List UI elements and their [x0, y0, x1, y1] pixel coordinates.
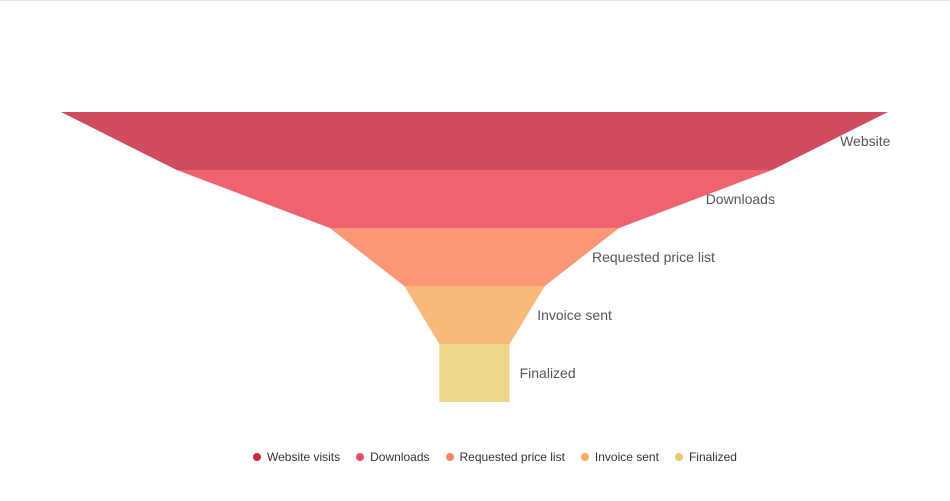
funnel-segments — [61, 112, 888, 402]
legend-label: Downloads — [370, 450, 430, 464]
legend-label: Invoice sent — [594, 450, 659, 464]
funnel-label-finalized: Finalized — [520, 365, 576, 381]
legend-label: Finalized — [688, 450, 737, 464]
legend-marker-dot-icon — [674, 453, 683, 461]
funnel-label-requested-price-list: Requested price list — [592, 249, 715, 265]
legend-item-invoice-sent[interactable]: Invoice sent — [580, 450, 659, 464]
legend-marker-dot-icon — [253, 453, 261, 461]
legend-item-downloads[interactable]: Downloads — [356, 450, 430, 464]
funnel-segment-website-visits[interactable] — [61, 112, 888, 170]
funnel-label-website-visits: Website — [840, 133, 891, 149]
legend-label: Website visits — [267, 450, 341, 464]
funnel-label-downloads: Downloads — [706, 191, 775, 207]
funnel-label-invoice-sent: Invoice sent — [537, 307, 612, 323]
legend-item-requested-price-list[interactable]: Requested price list — [445, 450, 565, 464]
legend-marker-dot-icon — [445, 453, 454, 461]
legend-label: Requested price list — [459, 450, 565, 464]
legend-item-website-visits[interactable]: Website visits — [253, 450, 340, 464]
legend-item-finalized[interactable]: Finalized — [674, 450, 737, 464]
funnel-segment-invoice-sent[interactable] — [404, 286, 545, 344]
funnel-segment-downloads[interactable] — [176, 170, 773, 228]
legend-marker-dot-icon — [580, 453, 589, 461]
funnel-segment-requested-price-list[interactable] — [329, 228, 620, 286]
funnel-stage-labels: Website Downloads Requested price list Invo… — [520, 133, 891, 381]
legend-marker-dot-icon — [356, 453, 365, 461]
funnel-segment-finalized[interactable] — [439, 344, 510, 402]
legend: Website visits Downloads Requested price l… — [0, 450, 950, 464]
